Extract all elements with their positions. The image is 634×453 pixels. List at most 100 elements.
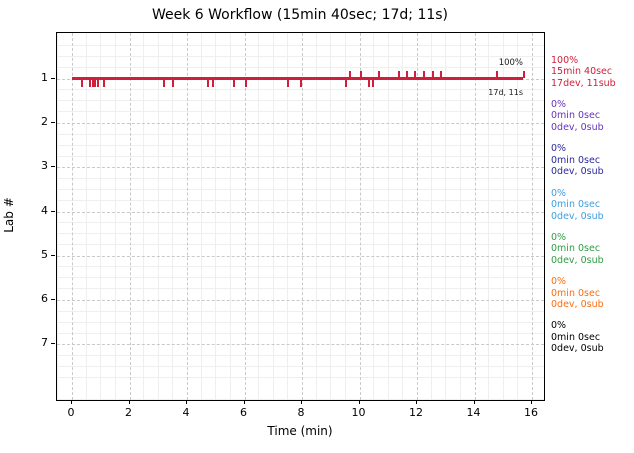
lab1-stat-line-3: 17dev, 11sub bbox=[551, 77, 616, 89]
x-axis-tick-mark bbox=[186, 400, 187, 404]
x-axis-label: Time (min) bbox=[267, 424, 333, 438]
major-gridline-h bbox=[57, 300, 544, 302]
lab6-stats-block: 0% 0min 0sec 0dev, 0sub bbox=[551, 276, 604, 311]
minor-gridline-h bbox=[57, 144, 544, 146]
x-tick-label: 12 bbox=[409, 406, 423, 419]
major-gridline-v bbox=[244, 33, 246, 400]
lab3-stat-line-3: 0dev, 0sub bbox=[551, 166, 604, 178]
major-gridline-h bbox=[57, 167, 544, 169]
submission-tick bbox=[522, 70, 525, 78]
lab2-stats-block: 0% 0min 0sec 0dev, 0sub bbox=[551, 99, 604, 134]
minor-gridline-v bbox=[258, 33, 260, 400]
minor-gridline-h bbox=[57, 222, 544, 224]
deviation-tick bbox=[91, 79, 94, 87]
x-axis-tick-mark bbox=[301, 400, 302, 404]
y-axis-tick-mark bbox=[51, 166, 55, 168]
x-tick-label: 0 bbox=[67, 406, 75, 419]
lab6-stat-line-1: 0% bbox=[551, 276, 567, 288]
lab1-stats-block: 100% 15min 40sec 17dev, 11sub bbox=[551, 55, 616, 90]
deviation-tick bbox=[287, 79, 290, 87]
minor-gridline-v bbox=[445, 33, 447, 400]
minor-gridline-v bbox=[402, 33, 404, 400]
deviation-tick bbox=[206, 79, 209, 87]
x-tick-label: 2 bbox=[125, 406, 132, 419]
major-gridline-h bbox=[57, 344, 544, 346]
minor-gridline-v bbox=[57, 33, 59, 400]
deviation-tick bbox=[344, 79, 347, 87]
x-axis-tick-mark bbox=[473, 400, 475, 404]
x-tick-label: 4 bbox=[182, 406, 190, 419]
submission-tick bbox=[406, 70, 409, 78]
y-tick-label: 5 bbox=[41, 247, 48, 261]
y-tick-label: 7 bbox=[41, 336, 48, 350]
y-axis-tick-mark bbox=[51, 299, 55, 301]
minor-gridline-h bbox=[57, 266, 544, 268]
minor-gridline-h bbox=[57, 199, 544, 201]
minor-gridline-h bbox=[57, 56, 544, 58]
chart-title: Week 6 Workflow (15min 40sec; 17d; 11s) bbox=[151, 7, 449, 23]
major-gridline-h bbox=[57, 255, 544, 257]
deviation-tick bbox=[212, 79, 215, 87]
minor-gridline-h bbox=[57, 133, 544, 135]
x-axis-tick-mark bbox=[531, 400, 532, 404]
lab7-stat-line-2: 0min 0sec bbox=[551, 331, 601, 343]
lab6-stat-line-2: 0min 0sec bbox=[551, 287, 601, 299]
minor-gridline-h bbox=[57, 321, 544, 323]
lab3-stat-line-2: 0min 0sec bbox=[551, 154, 601, 166]
lab1-stat-line-2: 15min 40sec bbox=[551, 66, 613, 78]
x-axis-tick-mark bbox=[128, 400, 130, 404]
minor-gridline-h bbox=[57, 111, 544, 113]
lab4-stat-line-2: 0min 0sec bbox=[551, 199, 601, 210]
submission-tick bbox=[378, 70, 381, 78]
minor-gridline-v bbox=[272, 33, 274, 400]
submission-tick bbox=[349, 70, 351, 78]
deviation-tick bbox=[94, 79, 97, 87]
x-tick-label: 14 bbox=[466, 406, 481, 419]
submission-tick bbox=[414, 70, 417, 78]
minor-gridline-v bbox=[215, 33, 217, 400]
lab5-stat-line-2: 0min 0sec bbox=[551, 243, 601, 255]
minor-gridline-h bbox=[57, 332, 544, 334]
lab1-timeline-line bbox=[72, 77, 523, 81]
major-gridline-h bbox=[57, 122, 544, 124]
minor-gridline-h bbox=[57, 100, 544, 102]
minor-gridline-v bbox=[488, 33, 490, 400]
major-gridline-v bbox=[359, 33, 361, 400]
y-axis-tick-mark bbox=[51, 210, 55, 212]
minor-gridline-h bbox=[57, 188, 544, 190]
deviation-tick bbox=[372, 79, 375, 87]
minor-gridline-v bbox=[330, 33, 332, 400]
minor-gridline-v bbox=[100, 33, 102, 400]
y-tick-label: 4 bbox=[41, 203, 48, 217]
submission-tick bbox=[398, 70, 401, 78]
minor-gridline-h bbox=[57, 244, 544, 246]
major-gridline-v bbox=[417, 33, 418, 400]
x-axis-tick-mark bbox=[243, 400, 245, 404]
y-tick-label: 1 bbox=[41, 70, 48, 84]
major-gridline-v bbox=[474, 33, 476, 400]
lab5-stat-line-1: 0% bbox=[551, 231, 567, 243]
lab5-stats-block: 0% 0min 0sec 0dev, 0sub bbox=[551, 232, 604, 267]
lab2-stat-line-2: 0min 0sec bbox=[551, 110, 601, 122]
submission-tick bbox=[440, 70, 443, 78]
submission-tick bbox=[422, 70, 425, 78]
deviation-tick bbox=[88, 79, 91, 87]
lab1-stat-line-1: 100% bbox=[551, 54, 579, 66]
y-axis-label: Lab # bbox=[2, 197, 16, 233]
minor-gridline-v bbox=[387, 33, 389, 400]
lab2-stat-line-1: 0% bbox=[551, 98, 567, 110]
major-gridline-v bbox=[72, 33, 73, 400]
submission-tick bbox=[431, 70, 434, 78]
deviation-tick bbox=[163, 79, 165, 87]
minor-gridline-v bbox=[200, 33, 202, 400]
minor-gridline-v bbox=[287, 33, 289, 400]
y-axis-tick-mark bbox=[51, 77, 55, 79]
minor-gridline-v bbox=[373, 33, 375, 400]
minor-gridline-h bbox=[57, 365, 544, 367]
y-tick-label: 6 bbox=[41, 292, 48, 306]
line-percent-annotation: 100% bbox=[498, 57, 523, 68]
minor-gridline-v bbox=[229, 33, 231, 400]
x-tick-label: 16 bbox=[524, 406, 538, 419]
plot-area: 100% 17d, 11s bbox=[56, 32, 545, 401]
